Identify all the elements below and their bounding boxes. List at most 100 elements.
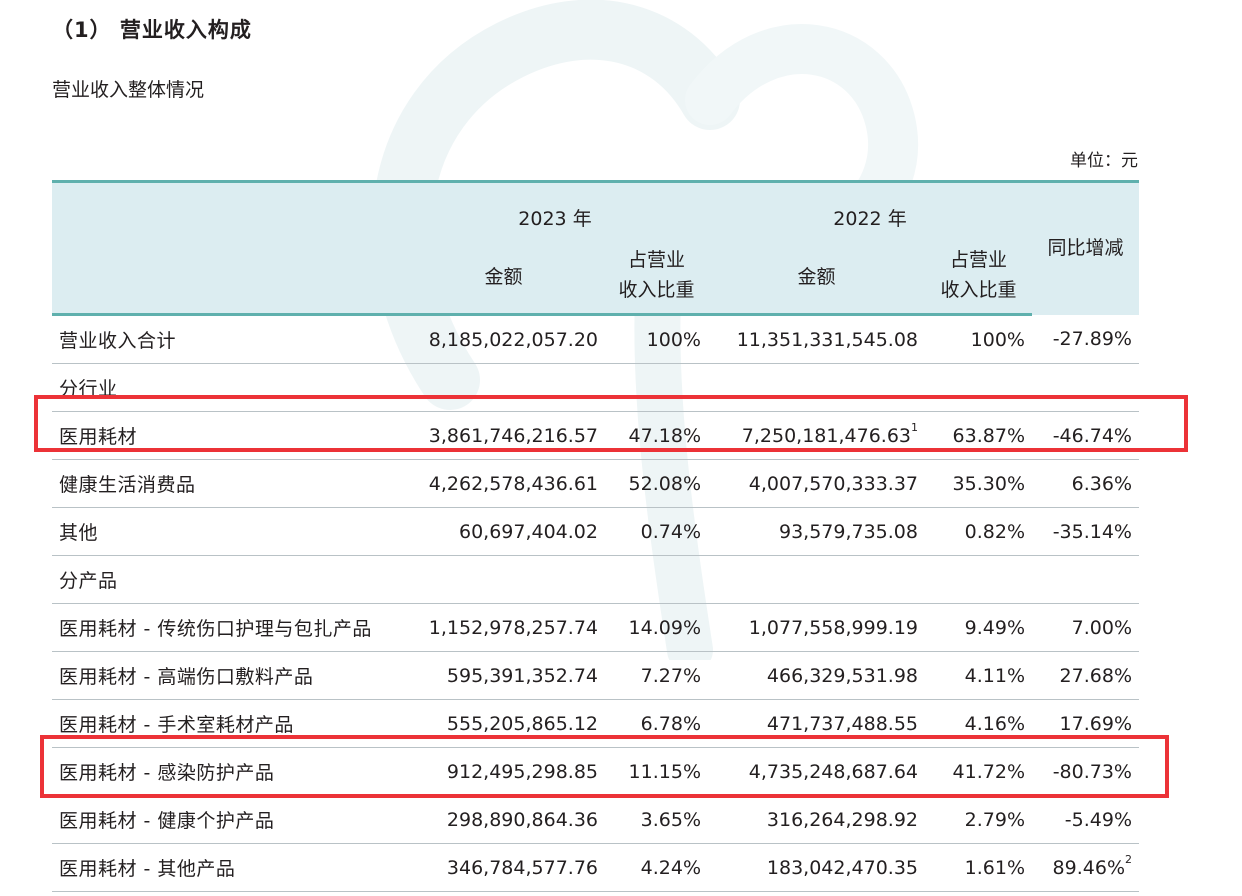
- row-label: 医用耗材 - 健康个护产品: [52, 795, 402, 844]
- row-label: 医用耗材 - 手术室耗材产品: [52, 699, 402, 748]
- header-yoy: 同比增减: [1032, 180, 1139, 315]
- amount-2023: 3,861,746,216.57: [402, 411, 605, 460]
- amount-2023: 4,262,578,436.61: [402, 459, 605, 508]
- share-2023: 0.74%: [605, 507, 708, 556]
- header-share-2023-line2: 收入比重: [618, 279, 695, 301]
- yoy-change: [1032, 363, 1139, 412]
- table-row: 营业收入合计 8,185,022,057.20 100% 11,351,331,…: [52, 314, 1139, 364]
- header-year-2022: 2022 年: [708, 180, 1032, 237]
- share-2022: 41.72%: [925, 747, 1032, 796]
- header-amount-2023: 金额: [402, 237, 605, 316]
- share-2022: 1.61%: [925, 843, 1032, 892]
- header-share-2023-line1: 占营业: [627, 249, 685, 271]
- amount-2023: 1,152,978,257.74: [402, 603, 605, 652]
- unit-label: 单位：元: [1070, 151, 1138, 171]
- row-label: 分行业: [52, 363, 402, 412]
- header-share-2022-line1: 占营业: [949, 249, 1007, 271]
- yoy-change: 17.69%: [1032, 699, 1139, 748]
- table-row: 医用耗材 - 手术室耗材产品 555,205,865.12 6.78% 471,…: [52, 699, 1139, 748]
- amount-2022: 466,329,531.98: [708, 651, 925, 700]
- row-label: 健康生活消费品: [52, 459, 402, 508]
- row-label: 医用耗材 - 其他产品: [52, 843, 402, 892]
- amount-2022: 4,735,248,687.64: [708, 747, 925, 796]
- share-2022: 100%: [925, 314, 1032, 364]
- amount-2023: 60,697,404.02: [402, 507, 605, 556]
- yoy-change-value: 89.46%: [1052, 856, 1125, 879]
- share-2023: 6.78%: [605, 699, 708, 748]
- amount-2023: 8,185,022,057.20: [402, 314, 605, 364]
- share-2023: [605, 363, 708, 412]
- share-2023: 11.15%: [605, 747, 708, 796]
- header-blank-sub: [52, 237, 402, 316]
- yoy-change: 27.68%: [1032, 651, 1139, 700]
- header-year-2023: 2023 年: [402, 180, 708, 237]
- share-2023: 3.65%: [605, 795, 708, 844]
- share-2022: 35.30%: [925, 459, 1032, 508]
- amount-2022: 7,250,181,476.631: [708, 411, 925, 460]
- share-2022: 4.11%: [925, 651, 1032, 700]
- amount-2022: 4,007,570,333.37: [708, 459, 925, 508]
- table-row: 其他 60,697,404.02 0.74% 93,579,735.08 0.8…: [52, 507, 1139, 556]
- share-2023: [605, 555, 708, 604]
- header-amount-2022: 金额: [708, 237, 925, 316]
- share-2022: [925, 363, 1032, 412]
- share-2022: 63.87%: [925, 411, 1032, 460]
- amount-2023: [402, 555, 605, 604]
- row-label: 分产品: [52, 555, 402, 604]
- yoy-change: -27.89%: [1032, 314, 1139, 364]
- amount-2022: [708, 363, 925, 412]
- amount-2022: 11,351,331,545.08: [708, 314, 925, 364]
- table-row: 医用耗材 - 其他产品 346,784,577.76 4.24% 183,042…: [52, 843, 1139, 892]
- table-row: 医用耗材 3,861,746,216.57 47.18% 7,250,181,4…: [52, 411, 1139, 460]
- amount-2022: 183,042,470.35: [708, 843, 925, 892]
- yoy-change: -46.74%: [1032, 411, 1139, 460]
- share-2023: 7.27%: [605, 651, 708, 700]
- amount-2023: 595,391,352.74: [402, 651, 605, 700]
- row-label: 其他: [52, 507, 402, 556]
- subtitle: 营业收入整体情况: [52, 79, 205, 101]
- table-row: 医用耗材 - 传统伤口护理与包扎产品 1,152,978,257.74 14.0…: [52, 603, 1139, 652]
- share-2023: 14.09%: [605, 603, 708, 652]
- amount-2023: 555,205,865.12: [402, 699, 605, 748]
- amount-2022: 93,579,735.08: [708, 507, 925, 556]
- row-label: 营业收入合计: [52, 314, 402, 364]
- share-2022: 4.16%: [925, 699, 1032, 748]
- table-row: 分行业: [52, 363, 1139, 412]
- table-row: 健康生活消费品 4,262,578,436.61 52.08% 4,007,57…: [52, 459, 1139, 508]
- yoy-change: -5.49%: [1032, 795, 1139, 844]
- section-title: （1） 营业收入构成: [52, 18, 252, 42]
- share-2023: 4.24%: [605, 843, 708, 892]
- row-label: 医用耗材 - 感染防护产品: [52, 747, 402, 796]
- share-2022: [925, 555, 1032, 604]
- table-row: 医用耗材 - 健康个护产品 298,890,864.36 3.65% 316,2…: [52, 795, 1139, 844]
- yoy-change: 89.46%2: [1032, 843, 1139, 892]
- share-2023: 100%: [605, 314, 708, 364]
- share-2022: 0.82%: [925, 507, 1032, 556]
- share-2022: 9.49%: [925, 603, 1032, 652]
- header-blank: [52, 180, 402, 237]
- amount-2022: [708, 555, 925, 604]
- yoy-change: 7.00%: [1032, 603, 1139, 652]
- row-label: 医用耗材: [52, 411, 402, 460]
- amount-2023: 298,890,864.36: [402, 795, 605, 844]
- row-label: 医用耗材 - 高端伤口敷料产品: [52, 651, 402, 700]
- share-2023: 52.08%: [605, 459, 708, 508]
- amount-2023: 346,784,577.76: [402, 843, 605, 892]
- yoy-change: [1032, 555, 1139, 604]
- amount-2022-value: 7,250,181,476.63: [741, 424, 911, 447]
- row-label: 医用耗材 - 传统伤口护理与包扎产品: [52, 603, 402, 652]
- footnote-marker: 1: [911, 420, 918, 434]
- amount-2022: 316,264,298.92: [708, 795, 925, 844]
- table-row: 分产品: [52, 555, 1139, 604]
- yoy-change: -80.73%: [1032, 747, 1139, 796]
- header-share-2022-line2: 收入比重: [940, 279, 1017, 301]
- amount-2023: [402, 363, 605, 412]
- amount-2023: 912,495,298.85: [402, 747, 605, 796]
- share-2022: 2.79%: [925, 795, 1032, 844]
- share-2023: 47.18%: [605, 411, 708, 460]
- amount-2022: 1,077,558,999.19: [708, 603, 925, 652]
- header-share-2022: 占营业 收入比重: [925, 237, 1032, 316]
- yoy-change: 6.36%: [1032, 459, 1139, 508]
- revenue-table: 2023 年 2022 年 同比增减 金额 占营业 收入比重 金额 占营业 收入…: [52, 180, 1139, 892]
- table-row: 医用耗材 - 高端伤口敷料产品 595,391,352.74 7.27% 466…: [52, 651, 1139, 700]
